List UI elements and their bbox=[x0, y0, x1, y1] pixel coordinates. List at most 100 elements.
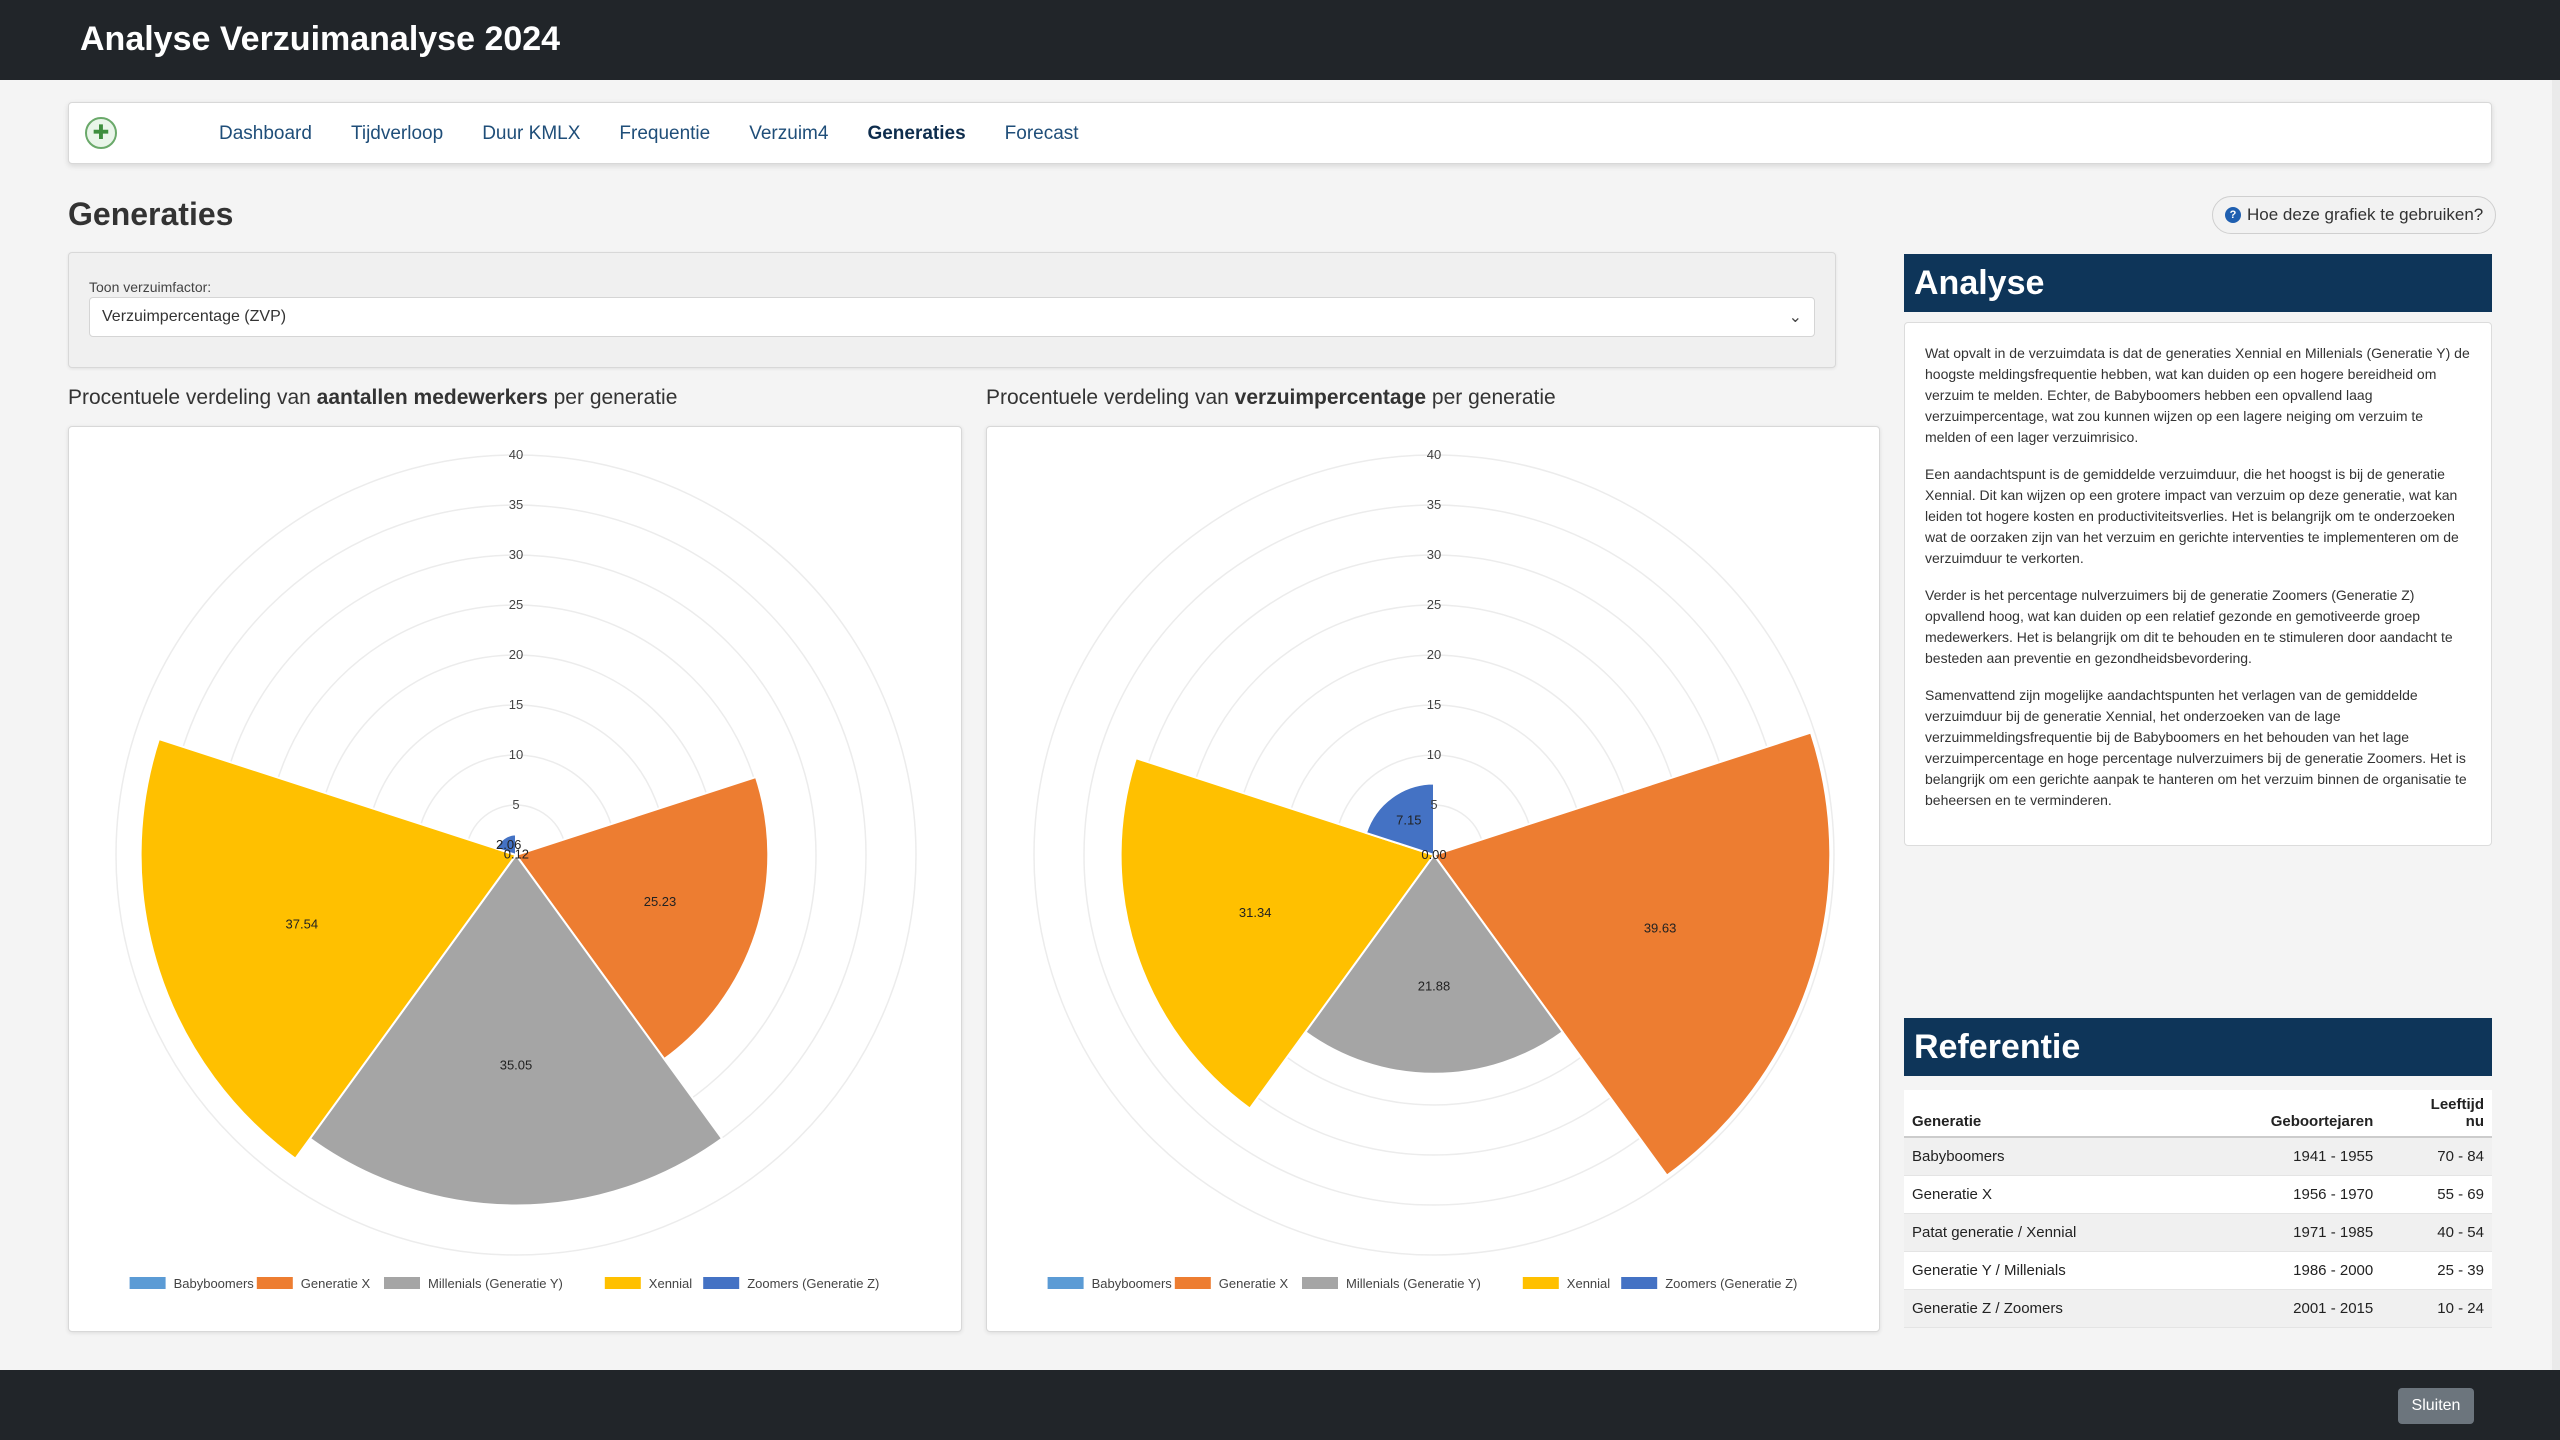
tick-label: 5 bbox=[1430, 797, 1437, 812]
legend-label: Generatie X bbox=[1219, 1276, 1289, 1291]
polar-sector bbox=[514, 775, 770, 1061]
filter-label: Toon verzuimfactor: bbox=[89, 279, 212, 295]
legend-swatch bbox=[1047, 1277, 1084, 1289]
table-row: Generatie X 1956 - 1970 55 - 69 bbox=[1904, 1175, 2492, 1214]
cell-geboortejaren: 1986 - 2000 bbox=[2191, 1251, 2382, 1290]
legend-swatch bbox=[1174, 1277, 1211, 1289]
logo-icon[interactable]: ✚ bbox=[85, 117, 117, 149]
tick-label: 25 bbox=[509, 597, 523, 612]
nav-item-tijdverloop[interactable]: Tijdverloop bbox=[350, 123, 444, 144]
column-header-generatie: Generatie bbox=[1904, 1090, 2192, 1138]
polar-sector bbox=[308, 853, 724, 1207]
tick-label: 25 bbox=[1427, 597, 1441, 612]
polar-sector bbox=[1432, 731, 1832, 1178]
app-title: Analyse Verzuimanalyse 2024 bbox=[80, 20, 561, 58]
legend-swatch bbox=[1522, 1277, 1559, 1289]
data-label: 2.06 bbox=[496, 837, 521, 852]
data-label: 39.63 bbox=[1644, 921, 1677, 936]
chart-title-medewerkers: Procentuele verdeling van aantallen mede… bbox=[68, 386, 677, 410]
analyse-header: Analyse bbox=[1904, 254, 2492, 312]
legend-swatch bbox=[1302, 1277, 1338, 1289]
polar-sector bbox=[1364, 782, 1435, 857]
data-label: 0.12 bbox=[504, 846, 529, 861]
chart-title-pre: Procentuele verdeling van bbox=[986, 386, 1235, 409]
nav-item-verzuim4[interactable]: Verzuim4 bbox=[749, 123, 829, 144]
analyse-paragraph: Wat opvalt in de verzuimdata is dat de g… bbox=[1925, 345, 2470, 445]
page-footer: Sluiten bbox=[0, 1370, 2560, 1440]
polar-sector bbox=[1119, 756, 1436, 1110]
data-label: 0.00 bbox=[1421, 847, 1446, 862]
polar-chart-medewerkers: 5 10 15 20 25 30 35 40 0.12 25.23 35.05 37.54 2.06 Ba… bbox=[115, 447, 917, 1291]
legend-swatch bbox=[129, 1277, 166, 1289]
leeftijd-header-line2: nu bbox=[2465, 1113, 2484, 1130]
tick-label: 35 bbox=[1427, 497, 1441, 512]
nav-item-generaties[interactable]: Generaties bbox=[867, 123, 966, 144]
legend-swatch bbox=[703, 1277, 740, 1289]
referentie-table: Generatie Geboortejaren Leeftijd nu Babyb… bbox=[1904, 1090, 2492, 1328]
chart-card-medewerkers: 5 10 15 20 25 30 35 40 0.12 25.23 35.05 37.54 2.06 Ba… bbox=[68, 426, 962, 1332]
chart-card-verzuimpercentage: 5 10 15 20 25 30 35 40 0.00 39.63 21.88 31.34 7.15 Ba… bbox=[986, 426, 1880, 1332]
cell-leeftijd: 55 - 69 bbox=[2381, 1175, 2492, 1214]
cell-leeftijd: 70 - 84 bbox=[2381, 1137, 2492, 1176]
data-label: 25.23 bbox=[644, 894, 677, 909]
filter-panel: Toon verzuimfactor: Verzuimpercentage (Z… bbox=[68, 252, 1836, 368]
verzuimfactor-select[interactable]: Verzuimpercentage (ZVP) ⌄ bbox=[89, 297, 1815, 337]
chart-title-bold: verzuimpercentage bbox=[1234, 386, 1427, 409]
table-row: Generatie Y / Millenials 1986 - 2000 25 … bbox=[1904, 1251, 2492, 1290]
polar-sector bbox=[1303, 853, 1565, 1075]
legend: Babyboomers Generatie X Millenials (Genera… bbox=[1047, 1276, 1797, 1291]
table-header-row: Generatie Geboortejaren Leeftijd nu bbox=[1904, 1090, 2492, 1138]
help-button[interactable]: ? Hoe deze grafiek te gebruiken? bbox=[2212, 196, 2497, 234]
chart-title-post: per generatie bbox=[1426, 386, 1556, 409]
cell-generatie: Patat generatie / Xennial bbox=[1904, 1213, 2192, 1252]
close-button[interactable]: Sluiten bbox=[2398, 1388, 2474, 1424]
tick-label: 10 bbox=[1427, 747, 1441, 762]
tick-label: 5 bbox=[512, 797, 519, 812]
analyse-paragraph: Verder is het percentage nulverzuimers b… bbox=[1925, 587, 2453, 666]
tick-label: 10 bbox=[509, 747, 523, 762]
chart-title-pre: Procentuele verdeling van bbox=[68, 386, 317, 409]
page-title: Generaties bbox=[68, 196, 234, 232]
cell-geboortejaren: 1956 - 1970 bbox=[2191, 1175, 2382, 1214]
legend-swatch bbox=[604, 1277, 641, 1289]
cell-leeftijd: 40 - 54 bbox=[2381, 1213, 2492, 1252]
nav-item-forecast[interactable]: Forecast bbox=[1004, 123, 1079, 144]
legend-label: Millenials (Generatie Y) bbox=[1346, 1276, 1481, 1291]
chart-title-verzuimpercentage: Procentuele verdeling van verzuimpercent… bbox=[986, 386, 1556, 410]
nav-item-dashboard[interactable]: Dashboard bbox=[219, 123, 312, 144]
data-label: 7.15 bbox=[1396, 812, 1421, 827]
analyse-paragraph: Samenvattend zijn mogelijke aandachtspun… bbox=[1925, 687, 2467, 808]
legend-label: Xennial bbox=[649, 1276, 692, 1291]
scrollbar[interactable] bbox=[2552, 80, 2560, 1370]
grid-ring bbox=[115, 454, 917, 1256]
verzuimfactor-selected-value: Verzuimpercentage (ZVP) bbox=[102, 308, 287, 325]
tick-label: 35 bbox=[509, 497, 523, 512]
tick-label: 15 bbox=[1427, 697, 1441, 712]
chevron-down-icon: ⌄ bbox=[1788, 309, 1802, 326]
question-icon: ? bbox=[2225, 207, 2241, 223]
nav-item-frequentie[interactable]: Frequentie bbox=[619, 123, 711, 144]
column-header-leeftijd: Leeftijd nu bbox=[2381, 1090, 2492, 1138]
cell-leeftijd: 10 - 24 bbox=[2381, 1289, 2492, 1328]
tick-label: 20 bbox=[509, 647, 523, 662]
legend-label: Millenials (Generatie Y) bbox=[428, 1276, 563, 1291]
table-row: Babyboomers 1941 - 1955 70 - 84 bbox=[1904, 1137, 2492, 1176]
cell-generatie: Generatie Z / Zoomers bbox=[1904, 1289, 2192, 1328]
referentie-header: Referentie bbox=[1904, 1018, 2492, 1076]
polar-sector bbox=[495, 833, 517, 857]
nav-item-duur-kmlx[interactable]: Duur KMLX bbox=[482, 123, 581, 144]
cell-geboortejaren: 2001 - 2015 bbox=[2191, 1289, 2382, 1328]
tick-label: 30 bbox=[1427, 547, 1441, 562]
nav-items: Dashboard Tijdverloop Duur KMLX Frequent… bbox=[219, 103, 1118, 165]
legend-label: Xennial bbox=[1567, 1276, 1610, 1291]
data-label: 35.05 bbox=[500, 1057, 533, 1072]
cell-generatie: Generatie X bbox=[1904, 1175, 2192, 1214]
table-row: Patat generatie / Xennial 1971 - 1985 40… bbox=[1904, 1213, 2492, 1252]
cell-leeftijd: 25 - 39 bbox=[2381, 1251, 2492, 1290]
polar-sector bbox=[139, 737, 518, 1161]
tick-label: 40 bbox=[509, 447, 523, 462]
legend-label: Babyboomers bbox=[174, 1276, 255, 1291]
tick-label: 30 bbox=[509, 547, 523, 562]
polar-chart-verzuimpercentage: 5 10 15 20 25 30 35 40 0.00 39.63 21.88 31.34 7.15 Ba… bbox=[1033, 447, 1835, 1291]
cell-geboortejaren: 1941 - 1955 bbox=[2191, 1137, 2382, 1176]
